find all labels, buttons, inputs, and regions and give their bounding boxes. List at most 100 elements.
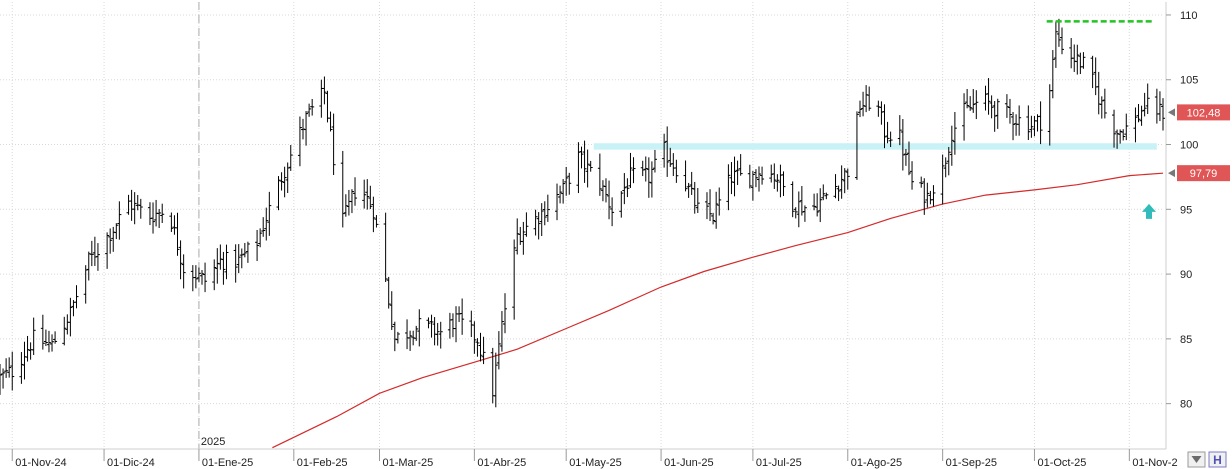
ohlc-bar bbox=[10, 351, 15, 391]
ohlc-bar bbox=[53, 331, 58, 344]
ohlc-bar bbox=[836, 185, 841, 202]
ohlc-bar bbox=[1118, 129, 1123, 144]
ohlc-bar bbox=[374, 215, 379, 228]
ohlc-bar bbox=[447, 312, 452, 339]
ohlc-bar bbox=[876, 100, 881, 117]
ohlc-bar bbox=[793, 207, 798, 219]
ohlc-bar bbox=[567, 172, 572, 195]
ohlc-bar bbox=[7, 357, 12, 378]
ohlc-bar bbox=[971, 88, 976, 113]
ohlc-bar bbox=[450, 313, 455, 338]
ohlc-bar bbox=[962, 93, 967, 141]
moving-average-badge-text: 97,79 bbox=[1190, 168, 1218, 180]
ohlc-bar bbox=[995, 98, 1000, 129]
ohlc-bar bbox=[368, 185, 373, 210]
ohlc-bar bbox=[310, 98, 315, 116]
y-tick-label: 105 bbox=[1180, 75, 1198, 87]
ohlc-bar bbox=[276, 176, 281, 211]
ohlc-bar bbox=[536, 212, 541, 240]
ohlc-bar bbox=[135, 195, 140, 211]
ohlc-bar bbox=[242, 242, 247, 258]
ohlc-bar bbox=[839, 165, 844, 199]
ohlc-bar bbox=[597, 153, 602, 196]
ohlc-bar bbox=[502, 293, 507, 334]
ohlc-bar bbox=[646, 157, 651, 198]
ohlc-bar bbox=[114, 223, 119, 240]
ohlc-bar bbox=[600, 180, 605, 202]
ohlc-bar bbox=[1090, 55, 1095, 89]
ohlc-bar bbox=[983, 85, 988, 111]
x-tick-label: 01-Nov-2 bbox=[1132, 457, 1177, 469]
ohlc-bar bbox=[236, 244, 241, 274]
ohlc-bar bbox=[833, 174, 838, 199]
ohlc-bar bbox=[683, 160, 688, 192]
ohlc-bar bbox=[322, 76, 327, 105]
ohlc-bar bbox=[1053, 21, 1058, 68]
ohlc-bar bbox=[815, 193, 820, 217]
ohlc-bar bbox=[199, 270, 204, 285]
ohlc-bar bbox=[426, 317, 431, 329]
ohlc-bar bbox=[545, 194, 550, 222]
ohlc-bar bbox=[117, 201, 122, 240]
up-arrow-icon bbox=[1142, 203, 1156, 219]
ohlc-bar bbox=[261, 217, 266, 237]
ohlc-bar bbox=[395, 331, 400, 344]
ohlc-bar bbox=[925, 182, 930, 208]
ohlc-bar bbox=[940, 154, 945, 205]
x-tick-label: 01-Ago-25 bbox=[851, 457, 902, 469]
ohlc-bar bbox=[512, 239, 517, 320]
x-tick-label: 01-Feb-25 bbox=[297, 457, 348, 469]
ohlc-bar bbox=[1081, 52, 1086, 69]
ohlc-bar bbox=[129, 189, 134, 221]
ohlc-bar bbox=[1060, 27, 1065, 55]
ohlc-bar bbox=[603, 178, 608, 203]
ohlc-bar bbox=[1142, 92, 1147, 117]
ohlc-bar bbox=[922, 178, 927, 215]
ohlc-bar bbox=[340, 150, 345, 228]
ohlc-bar bbox=[353, 177, 358, 206]
ohlc-bar bbox=[429, 314, 434, 338]
ohlc-bar bbox=[524, 212, 529, 237]
ohlc-bar bbox=[478, 332, 483, 362]
ohlc-bar bbox=[1078, 52, 1083, 75]
ohlc-bar bbox=[588, 160, 593, 172]
chart-toolbar: H bbox=[1187, 451, 1227, 468]
ohlc-bar bbox=[111, 226, 116, 252]
ohlc-bar bbox=[1050, 50, 1055, 99]
ohlc-bar bbox=[175, 212, 180, 256]
ohlc-bar bbox=[821, 184, 826, 201]
ohlc-bar bbox=[625, 178, 630, 198]
ohlc-bar bbox=[631, 157, 636, 184]
ohlc-bar bbox=[564, 166, 569, 196]
ohlc-bar bbox=[974, 90, 979, 120]
ohlc-bar bbox=[778, 164, 783, 198]
ohlc-bar bbox=[212, 259, 217, 291]
ohlc-bar bbox=[968, 96, 973, 111]
ohlc-bar bbox=[92, 236, 97, 266]
ohlc-bar bbox=[842, 168, 847, 194]
moving-average-line bbox=[272, 172, 1164, 449]
h-button[interactable] bbox=[1208, 451, 1227, 468]
ohlc-bar bbox=[432, 317, 437, 346]
ohlc-bar bbox=[717, 187, 722, 216]
ohlc-bar bbox=[818, 188, 823, 223]
ohlc-bar bbox=[965, 88, 970, 109]
ohlc-bar bbox=[469, 310, 474, 338]
ohlc-bar bbox=[1136, 104, 1141, 123]
ohlc-bar bbox=[518, 226, 523, 245]
ohlc-bar bbox=[328, 111, 333, 132]
ohlc-bar bbox=[726, 164, 731, 211]
ohlc-bar bbox=[781, 171, 786, 196]
last-price-badge-pointer bbox=[1168, 108, 1175, 117]
ohlc-bar bbox=[4, 358, 9, 378]
ohlc-bar bbox=[897, 115, 902, 146]
ohlc-bar bbox=[325, 90, 330, 123]
ohlc-bar bbox=[579, 146, 584, 169]
ohlc-bar bbox=[138, 198, 143, 219]
ohlc-bar bbox=[867, 86, 872, 111]
ohlc-bar bbox=[757, 166, 762, 192]
x-tick-label: 01-Jul-25 bbox=[756, 457, 802, 469]
ohlc-bar bbox=[931, 185, 936, 207]
ohlc-bar bbox=[307, 103, 312, 117]
